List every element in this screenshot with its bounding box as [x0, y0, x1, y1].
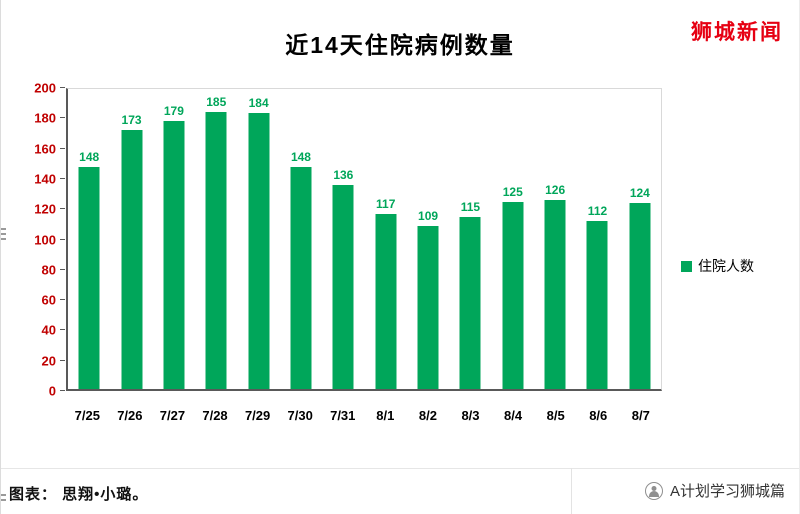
x-tick-label: 7/25 — [74, 408, 100, 423]
y-axis: 0 20 40 60 80 100 120 140 160 180 200 — [29, 82, 65, 398]
bar — [502, 201, 524, 389]
y-tick-label: 80 — [41, 262, 56, 278]
x-tick-label: 7/29 — [244, 408, 271, 423]
y-tick-label: 20 — [41, 353, 56, 369]
x-tick-label: 7/31 — [330, 408, 356, 423]
bar — [332, 185, 354, 389]
y-tick-label: 200 — [34, 80, 56, 96]
bar-column: 173 — [110, 89, 152, 389]
bar-value-label: 184 — [248, 96, 269, 110]
bar-value-label: 173 — [121, 112, 142, 127]
bar-value-label: 179 — [163, 103, 184, 118]
bar-value-label: 125 — [502, 184, 523, 199]
bar — [290, 167, 312, 389]
account-avatar-icon — [644, 481, 663, 500]
y-tick-mark — [60, 268, 65, 270]
chart-title: 近14天住院病例数量 — [285, 32, 515, 58]
y-tick-label: 140 — [34, 171, 56, 187]
scrollbar-artifact — [1, 494, 6, 504]
bar-column: 148 — [68, 89, 110, 389]
y-tick-mark — [60, 117, 65, 119]
bar — [78, 167, 100, 389]
y-tick-label: 40 — [41, 322, 56, 338]
account-name: A计划学习狮城篇 — [669, 483, 785, 500]
footer-separator — [571, 468, 572, 514]
bar — [586, 221, 608, 389]
x-tick-label: 8/3 — [461, 408, 480, 423]
bar-column: 124 — [619, 89, 661, 389]
x-tick-label: 7/30 — [287, 408, 313, 423]
y-tick-mark — [60, 87, 65, 88]
bar — [417, 225, 439, 389]
y-tick-label: 120 — [34, 201, 56, 217]
bar-column: 184 — [237, 89, 279, 389]
y-tick-mark — [60, 238, 65, 240]
y-tick-mark — [60, 147, 65, 149]
y-tick-mark — [60, 299, 65, 301]
bar — [544, 200, 566, 389]
bar — [629, 203, 651, 389]
x-tick-label: 8/2 — [418, 408, 437, 423]
x-tick-label: 7/28 — [202, 408, 228, 423]
x-tick-label: 8/6 — [589, 408, 608, 423]
bar-value-label: 124 — [629, 186, 650, 200]
x-tick-label: 8/7 — [631, 408, 650, 423]
bar-column: 109 — [407, 89, 449, 389]
legend-label: 住院人数 — [698, 258, 754, 274]
bar-column: 136 — [322, 89, 364, 389]
x-tick-label: 7/27 — [159, 408, 186, 423]
bar — [205, 111, 227, 389]
bar-value-label: 136 — [333, 168, 354, 182]
y-tick-mark — [60, 208, 65, 210]
y-tick-mark — [60, 390, 65, 391]
bar-value-label: 148 — [290, 150, 311, 164]
footer-divider — [1, 468, 799, 469]
bar-value-label: 148 — [79, 150, 100, 164]
bar-value-label: 185 — [206, 94, 227, 109]
bar-column: 126 — [534, 89, 576, 389]
bars: 148 173 179 185 184 148 136 117 109 115 125 126 112 1… — [68, 89, 661, 389]
bar-value-label: 115 — [460, 199, 481, 214]
bar-value-label: 112 — [587, 204, 608, 218]
bar-column: 179 — [153, 89, 195, 389]
y-tick-label: 100 — [34, 232, 56, 247]
y-tick-mark — [60, 329, 65, 331]
y-tick-label: 0 — [48, 383, 56, 399]
x-axis: 7/25 7/26 7/27 7/28 7/29 7/30 7/31 8/1 8/2 8/3 8/4… — [66, 408, 662, 423]
bar — [375, 213, 397, 389]
bar-column: 185 — [195, 89, 237, 389]
bar-column: 112 — [576, 89, 618, 389]
y-tick-label: 180 — [34, 110, 56, 126]
x-tick-label: 8/4 — [504, 408, 523, 423]
x-tick-label: 8/5 — [546, 408, 565, 423]
legend-swatch-icon — [681, 260, 692, 272]
bar-column: 117 — [365, 89, 407, 389]
bar-value-label: 126 — [545, 183, 566, 197]
chart-credit: 图表： 思翔•小璐。 — [9, 486, 149, 503]
bar — [459, 216, 481, 389]
scrollbar-artifact — [1, 228, 6, 243]
bar — [121, 129, 143, 389]
y-tick-mark — [60, 359, 65, 361]
bar — [163, 120, 185, 389]
bar-column: 115 — [449, 89, 491, 389]
y-tick-label: 60 — [41, 292, 56, 308]
bar — [248, 113, 270, 389]
legend: 住院人数 — [681, 256, 754, 276]
bar-column: 148 — [280, 89, 322, 389]
bar-value-label: 109 — [418, 208, 439, 223]
bar-chart: 0 20 40 60 80 100 120 140 160 180 200 148 173 179 185… — [29, 78, 773, 468]
plot-area: 148 173 179 185 184 148 136 117 109 115 125 126 112 1… — [66, 88, 662, 391]
account-attribution: A计划学习狮城篇 — [644, 480, 785, 501]
brand-logo-text: 狮城新闻 — [691, 21, 783, 44]
y-tick-mark — [60, 177, 65, 179]
x-tick-label: 8/1 — [376, 408, 395, 423]
x-tick-label: 7/26 — [117, 408, 143, 423]
y-tick-label: 160 — [34, 141, 56, 157]
bar-value-label: 117 — [376, 196, 396, 211]
bar-column: 125 — [492, 89, 534, 389]
